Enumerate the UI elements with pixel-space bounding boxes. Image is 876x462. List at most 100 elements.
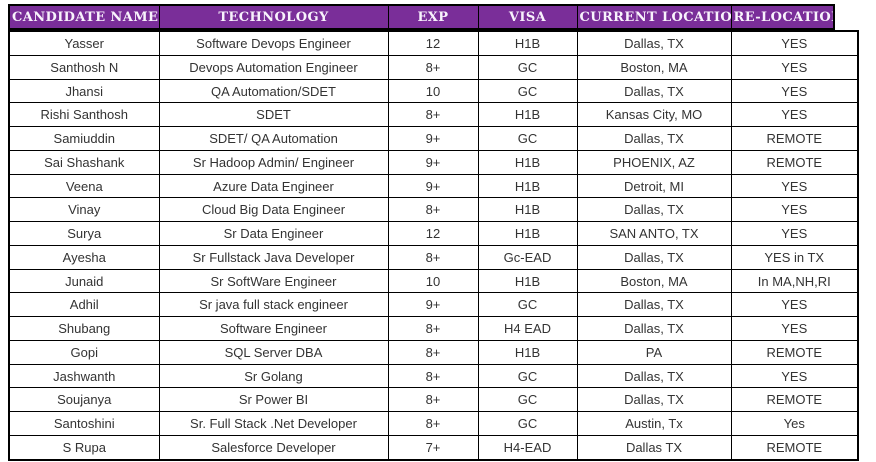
header-candidate-name: CANDIDATE NAME bbox=[8, 4, 160, 30]
cell-current-location: Boston, MA bbox=[576, 54, 732, 80]
cell-visa: GC bbox=[477, 292, 578, 318]
header-exp: EXP bbox=[387, 4, 479, 30]
cell-current-location: PHOENIX, AZ bbox=[576, 149, 732, 175]
cell-technology: SDET/ QA Automation bbox=[158, 126, 389, 151]
cell-current-location: Dallas, TX bbox=[576, 126, 732, 151]
cell-visa: Gc-EAD bbox=[477, 244, 578, 270]
cell-relocation: YES bbox=[730, 197, 859, 223]
cell-candidate-name: Shubang bbox=[8, 316, 160, 341]
cell-candidate-name: Vinay bbox=[8, 197, 160, 223]
cell-exp: 9+ bbox=[387, 126, 479, 151]
cell-relocation: YES bbox=[730, 363, 859, 389]
cell-candidate-name: Ayesha bbox=[8, 244, 160, 270]
cell-current-location: Dallas, TX bbox=[576, 316, 732, 341]
table-row: S Rupa Salesforce Developer 7+ H4-EAD Da… bbox=[8, 434, 859, 461]
cell-relocation: Yes bbox=[730, 411, 859, 436]
cell-relocation: YES bbox=[730, 54, 859, 80]
cell-current-location: Boston, MA bbox=[576, 268, 732, 294]
cell-exp: 8+ bbox=[387, 339, 479, 365]
cell-exp: 7+ bbox=[387, 434, 479, 461]
cell-visa: H1B bbox=[477, 149, 578, 175]
header-relocation: RE-LOCATION bbox=[730, 4, 835, 30]
cell-visa: GC bbox=[477, 411, 578, 436]
cell-relocation: YES bbox=[730, 316, 859, 341]
cell-relocation: YES bbox=[730, 173, 859, 199]
cell-candidate-name: Adhil bbox=[8, 292, 160, 318]
table-body: Yasser Software Devops Engineer 12 H1B D… bbox=[8, 30, 859, 461]
cell-visa: H4-EAD bbox=[477, 434, 578, 461]
cell-exp: 10 bbox=[387, 268, 479, 294]
cell-exp: 12 bbox=[387, 221, 479, 246]
cell-visa: GC bbox=[477, 78, 578, 104]
candidates-table: Yasser Software Devops Engineer 12 H1B D… bbox=[8, 30, 859, 461]
header-visa: VISA bbox=[477, 4, 578, 30]
table-row: Adhil Sr java full stack engineer 9+ GC … bbox=[8, 292, 859, 318]
cell-technology: Devops Automation Engineer bbox=[158, 54, 389, 80]
cell-technology: Azure Data Engineer bbox=[158, 173, 389, 199]
cell-exp: 8+ bbox=[387, 387, 479, 413]
cell-relocation: YES bbox=[730, 221, 859, 246]
header-technology: TECHNOLOGY bbox=[158, 4, 389, 30]
cell-relocation: YES in TX bbox=[730, 244, 859, 270]
table-row: Vinay Cloud Big Data Engineer 8+ H1B Dal… bbox=[8, 197, 859, 223]
cell-visa: H1B bbox=[477, 173, 578, 199]
table-row: Soujanya Sr Power BI 8+ GC Dallas, TX RE… bbox=[8, 387, 859, 413]
table-row: Gopi SQL Server DBA 8+ H1B PA REMOTE bbox=[8, 339, 859, 365]
cell-technology: Sr Golang bbox=[158, 363, 389, 389]
cell-visa: H1B bbox=[477, 197, 578, 223]
cell-current-location: PA bbox=[576, 339, 732, 365]
cell-visa: H1B bbox=[477, 268, 578, 294]
cell-technology: Software Devops Engineer bbox=[158, 30, 389, 56]
table-row: Shubang Software Engineer 8+ H4 EAD Dall… bbox=[8, 316, 859, 341]
cell-current-location: Dallas, TX bbox=[576, 244, 732, 270]
cell-technology: Salesforce Developer bbox=[158, 434, 389, 461]
table-row: Junaid Sr SoftWare Engineer 10 H1B Bosto… bbox=[8, 268, 859, 294]
cell-relocation: REMOTE bbox=[730, 126, 859, 151]
cell-exp: 12 bbox=[387, 30, 479, 56]
table-row: Sai Shashank Sr Hadoop Admin/ Engineer 9… bbox=[8, 149, 859, 175]
cell-technology: Software Engineer bbox=[158, 316, 389, 341]
cell-exp: 9+ bbox=[387, 292, 479, 318]
cell-relocation: In MA,NH,RI bbox=[730, 268, 859, 294]
cell-visa: H1B bbox=[477, 30, 578, 56]
table-row: Santoshini Sr. Full Stack .Net Developer… bbox=[8, 411, 859, 436]
cell-candidate-name: Veena bbox=[8, 173, 160, 199]
table-row: Ayesha Sr Fullstack Java Developer 8+ Gc… bbox=[8, 244, 859, 270]
cell-visa: GC bbox=[477, 126, 578, 151]
cell-candidate-name: Yasser bbox=[8, 30, 160, 56]
cell-technology: Sr java full stack engineer bbox=[158, 292, 389, 318]
cell-exp: 8+ bbox=[387, 363, 479, 389]
table-row: Rishi Santhosh SDET 8+ H1B Kansas City, … bbox=[8, 102, 859, 128]
cell-exp: 8+ bbox=[387, 411, 479, 436]
cell-exp: 10 bbox=[387, 78, 479, 104]
cell-exp: 8+ bbox=[387, 244, 479, 270]
table-row: Jhansi QA Automation/SDET 10 GC Dallas, … bbox=[8, 78, 859, 104]
cell-candidate-name: Surya bbox=[8, 221, 160, 246]
cell-relocation: YES bbox=[730, 102, 859, 128]
cell-visa: H1B bbox=[477, 102, 578, 128]
cell-exp: 8+ bbox=[387, 197, 479, 223]
cell-current-location: SAN ANTO, TX bbox=[576, 221, 732, 246]
cell-technology: SDET bbox=[158, 102, 389, 128]
cell-current-location: Detroit, MI bbox=[576, 173, 732, 199]
cell-candidate-name: Jhansi bbox=[8, 78, 160, 104]
cell-current-location: Austin, Tx bbox=[576, 411, 732, 436]
cell-exp: 9+ bbox=[387, 173, 479, 199]
cell-current-location: Dallas, TX bbox=[576, 292, 732, 318]
cell-candidate-name: Junaid bbox=[8, 268, 160, 294]
cell-candidate-name: Jashwanth bbox=[8, 363, 160, 389]
cell-candidate-name: Santhosh N bbox=[8, 54, 160, 80]
cell-technology: Sr Hadoop Admin/ Engineer bbox=[158, 149, 389, 175]
cell-current-location: Dallas, TX bbox=[576, 30, 732, 56]
cell-candidate-name: Soujanya bbox=[8, 387, 160, 413]
cell-relocation: YES bbox=[730, 30, 859, 56]
cell-visa: H1B bbox=[477, 221, 578, 246]
cell-visa: H1B bbox=[477, 339, 578, 365]
cell-visa: GC bbox=[477, 387, 578, 413]
cell-candidate-name: Rishi Santhosh bbox=[8, 102, 160, 128]
cell-exp: 8+ bbox=[387, 102, 479, 128]
cell-candidate-name: Samiuddin bbox=[8, 126, 160, 151]
cell-relocation: REMOTE bbox=[730, 387, 859, 413]
cell-current-location: Dallas TX bbox=[576, 434, 732, 461]
cell-current-location: Kansas City, MO bbox=[576, 102, 732, 128]
